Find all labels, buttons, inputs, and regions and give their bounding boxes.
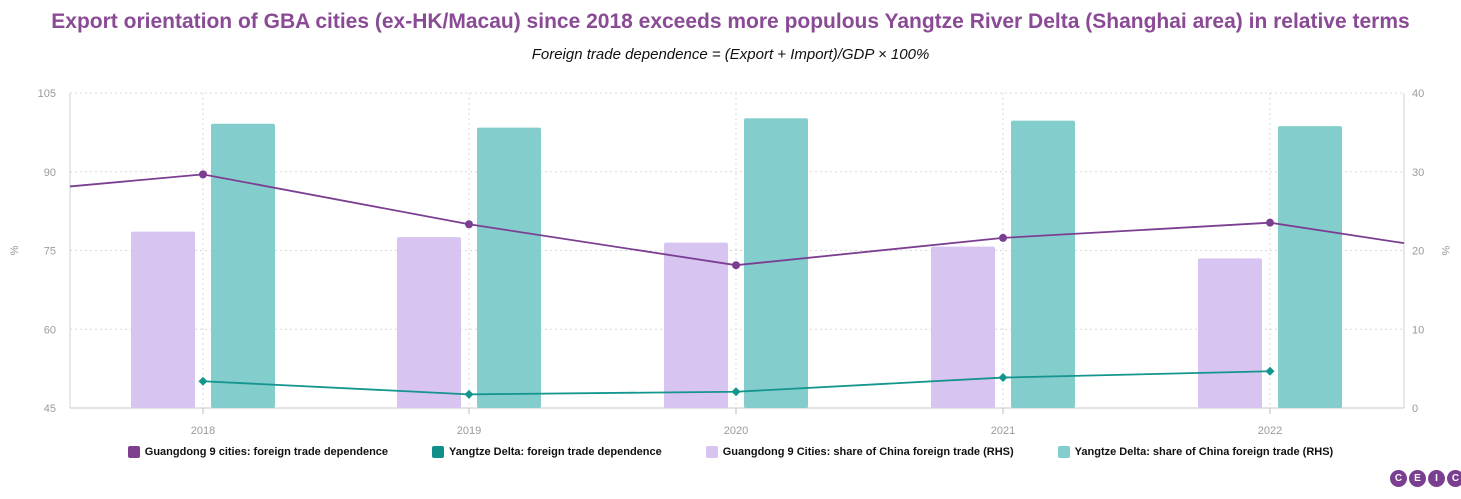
ceic-logo: C E I C — [1390, 470, 1461, 487]
bar — [744, 118, 808, 408]
right-axis-tick-label: 20 — [1412, 246, 1424, 258]
legend-swatch — [127, 446, 140, 458]
right-axis-tick-label: 10 — [1412, 324, 1424, 336]
left-axis-tick-label: 75 — [44, 246, 56, 258]
right-axis-tick-label: 40 — [1412, 88, 1424, 100]
legend-item[interactable]: Guangdong 9 Cities: share of China forei… — [705, 446, 1014, 458]
x-axis-tick-label: 2018 — [191, 425, 215, 437]
line-marker — [198, 376, 208, 386]
ceic-logo-letter: E — [1409, 470, 1426, 487]
bar — [397, 237, 461, 408]
legend-item[interactable]: Yangtze Delta: share of China foreign tr… — [1057, 446, 1334, 458]
x-axis-tick-label: 2022 — [1258, 425, 1282, 437]
x-axis-tick-label: 2019 — [457, 425, 481, 437]
legend-item[interactable]: Yangtze Delta: foreign trade dependence — [432, 446, 662, 458]
legend-label: Guangdong 9 Cities: share of China forei… — [722, 446, 1014, 458]
bar — [1198, 258, 1262, 408]
right-axis-title: % — [1439, 246, 1451, 256]
left-axis-tick-label: 90 — [44, 167, 56, 179]
ceic-logo-letter: C — [1447, 470, 1461, 487]
left-axis-tick-label: 60 — [44, 324, 56, 336]
chart-subtitle: Foreign trade dependence = (Export + Imp… — [531, 46, 930, 63]
chart-canvas: 45 60 75 90 105 0 10 20 30 40 2018 2019 2020 2021 2022… — [9, 88, 1451, 437]
bar — [931, 246, 995, 408]
chart-legend: Guangdong 9 cities: foreign trade depend… — [0, 446, 1461, 458]
legend-label: Yangtze Delta: foreign trade dependence — [449, 446, 662, 458]
bar — [477, 127, 541, 409]
legend-label: Yangtze Delta: share of China foreign tr… — [1074, 446, 1334, 458]
legend-swatch — [705, 446, 718, 458]
bar — [131, 231, 195, 408]
line-marker — [999, 233, 1007, 242]
bar — [664, 242, 728, 408]
line-marker — [1265, 366, 1275, 376]
line-marker — [465, 220, 473, 229]
bar — [1278, 126, 1342, 408]
line-marker — [731, 387, 741, 397]
left-axis-title: % — [9, 245, 21, 255]
bar — [1011, 120, 1075, 408]
legend-swatch — [1057, 446, 1070, 458]
right-axis-tick-label: 30 — [1412, 167, 1424, 179]
line-marker — [199, 170, 207, 179]
line-marker — [1266, 218, 1274, 227]
legend-swatch — [432, 446, 445, 458]
bar — [211, 123, 275, 409]
left-axis-tick-label: 105 — [38, 88, 56, 100]
ceic-logo-letter: I — [1428, 470, 1445, 487]
line-marker — [998, 373, 1008, 383]
legend-item[interactable]: Guangdong 9 cities: foreign trade depend… — [127, 446, 389, 458]
x-axis-tick-label: 2021 — [991, 425, 1015, 437]
x-axis-tick-label: 2020 — [724, 425, 748, 437]
legend-label: Guangdong 9 cities: foreign trade depend… — [144, 446, 389, 458]
line-marker — [732, 261, 740, 270]
ceic-logo-letter: C — [1390, 470, 1407, 487]
line-marker — [464, 389, 474, 399]
right-axis-tick-label: 0 — [1412, 403, 1418, 415]
chart-title: Export orientation of GBA cities (ex-HK/… — [51, 10, 1410, 33]
left-axis-tick-label: 45 — [44, 403, 56, 415]
